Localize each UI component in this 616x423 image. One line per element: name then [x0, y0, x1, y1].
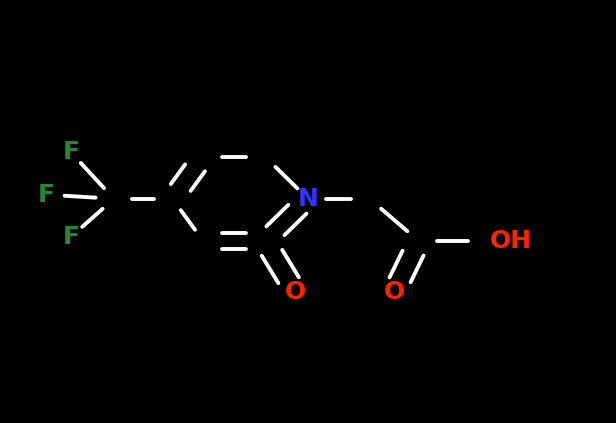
Text: F: F [62, 225, 79, 249]
Text: OH: OH [490, 229, 532, 253]
Text: N: N [298, 187, 318, 211]
Text: F: F [62, 140, 79, 164]
Text: F: F [38, 183, 55, 206]
Text: O: O [384, 280, 405, 304]
Text: O: O [285, 280, 306, 304]
